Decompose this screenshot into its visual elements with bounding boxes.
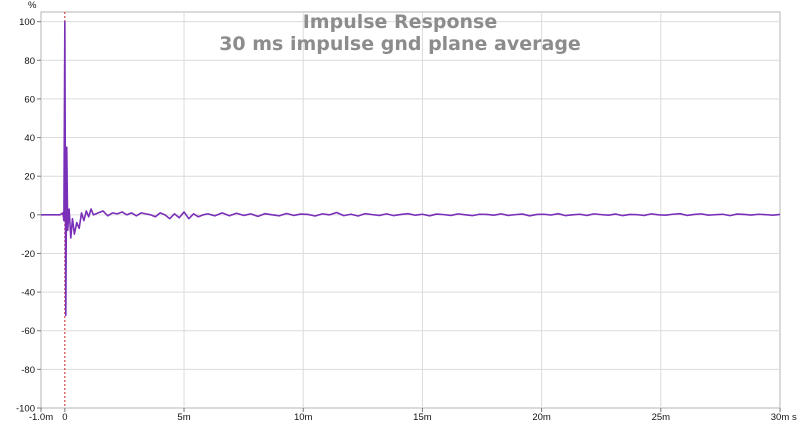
y-tick-label: 20: [24, 172, 35, 183]
plot-area: [40, 11, 781, 409]
y-axis-ticks: 100 80 60 40 20 0 -20 -40 -60 -80 -100: [16, 17, 41, 415]
chart-subtitle: 30 ms impulse gnd plane average: [219, 33, 581, 55]
y-tick-label: -80: [21, 365, 35, 376]
y-tick-label: -100: [16, 404, 35, 415]
y-tick-label: -20: [21, 249, 35, 260]
x-tick-label: -1.0m: [29, 412, 53, 423]
y-tick-label: 80: [24, 56, 35, 67]
x-tick-label: 15m: [413, 412, 432, 423]
x-tick-label: 20m: [532, 412, 551, 423]
y-tick-label: 40: [24, 133, 35, 144]
y-tick-label: -60: [21, 326, 35, 337]
x-tick-label: 25m: [652, 412, 671, 423]
x-tick-label: 5m: [177, 412, 190, 423]
x-tick-label: 0: [62, 412, 67, 423]
x-tick-label: 10m: [294, 412, 313, 423]
y-tick-label: 100: [19, 17, 35, 28]
x-tick-label: 30m: [771, 412, 790, 423]
x-axis-ticks: -1.0m 0 5m 10m 15m 20m 25m 30m: [29, 408, 789, 423]
chart-title: Impulse Response: [303, 11, 498, 33]
y-tick-label: -40: [21, 288, 35, 299]
y-tick-label: 60: [24, 94, 35, 105]
x-axis-unit-label: s: [792, 412, 797, 423]
y-axis-unit-label: %: [28, 0, 37, 11]
impulse-response-line: [41, 20, 781, 317]
y-tick-label: 0: [30, 210, 35, 221]
